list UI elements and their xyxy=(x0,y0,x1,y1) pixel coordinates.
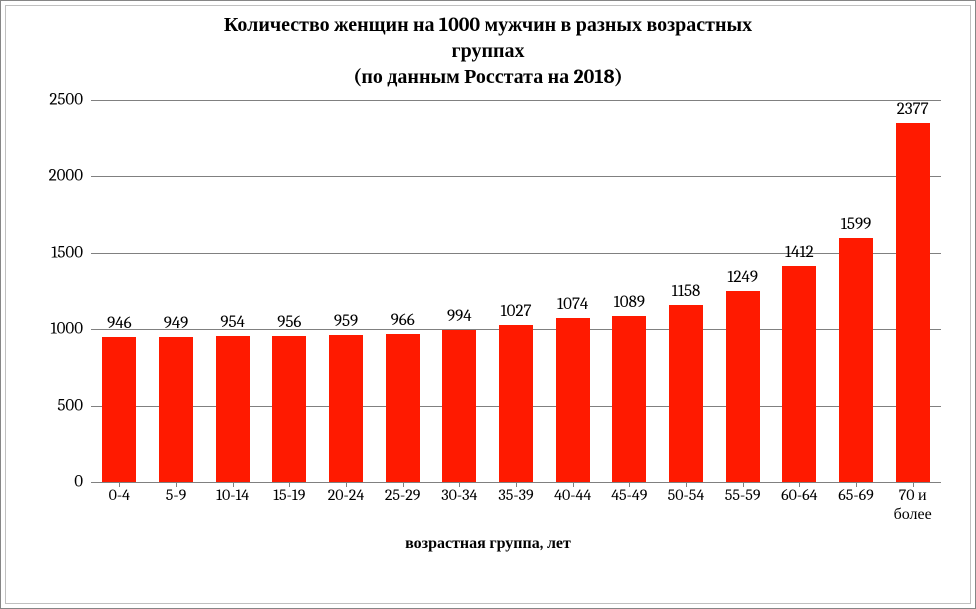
x-tick-label: 15-19 xyxy=(261,486,318,505)
bar xyxy=(329,335,363,482)
bar-value-label: 994 xyxy=(447,307,472,326)
x-tick-label: 10-14 xyxy=(204,486,261,505)
x-tick-label: 5-9 xyxy=(148,486,205,505)
bar-slot: 1599 xyxy=(839,100,873,482)
chart-title: Количество женщин на 1000 мужчин в разны… xyxy=(224,12,752,90)
y-tick-label: 1000 xyxy=(50,320,83,339)
bar-value-label: 1074 xyxy=(557,295,588,314)
bar-slot: 1089 xyxy=(612,100,646,482)
bar xyxy=(272,336,306,482)
bar xyxy=(896,123,930,482)
bar-value-label: 1158 xyxy=(672,282,701,301)
bar-slot: 1158 xyxy=(669,100,703,482)
x-tick-mark xyxy=(289,482,290,487)
x-tick-mark xyxy=(233,482,234,487)
x-tick-label: 35-39 xyxy=(488,486,545,505)
chart-title-line3: (по данным Росстата на 2018) xyxy=(224,64,752,90)
bar-value-label: 946 xyxy=(107,314,131,333)
bar-slot: 1249 xyxy=(726,100,760,482)
x-tick-mark xyxy=(913,482,914,487)
bar-slot: 959 xyxy=(329,100,363,482)
x-tick-label: 20-24 xyxy=(318,486,375,505)
x-tick-mark xyxy=(743,482,744,487)
bar-value-label: 1089 xyxy=(614,293,645,312)
x-tick-label: 60-64 xyxy=(771,486,828,505)
bar-slot: 1074 xyxy=(556,100,590,482)
bar xyxy=(442,330,476,482)
chart-title-line2: группах xyxy=(224,38,752,64)
bar-value-label: 954 xyxy=(220,313,245,332)
x-tick-label: 40-44 xyxy=(544,486,601,505)
y-tick-label: 500 xyxy=(57,396,83,415)
x-tick-label: 25-29 xyxy=(374,486,431,505)
x-tick-mark xyxy=(403,482,404,487)
x-tick-label: 55-59 xyxy=(714,486,771,505)
bar-value-label: 966 xyxy=(391,311,415,330)
bar-value-label: 2377 xyxy=(897,100,929,119)
bar xyxy=(726,291,760,482)
x-tick-mark xyxy=(799,482,800,487)
x-tick-mark xyxy=(686,482,687,487)
bar-slot: 954 xyxy=(216,100,250,482)
bar-value-label: 1027 xyxy=(501,302,532,321)
plot-area: 05001000150020002500 9469499549569599669… xyxy=(35,100,941,530)
x-tick-mark xyxy=(119,482,120,487)
bar-slot: 956 xyxy=(272,100,306,482)
y-tick-label: 1500 xyxy=(51,243,83,262)
x-axis-title: возрастная группа, лет xyxy=(405,534,571,553)
x-tick-mark xyxy=(856,482,857,487)
plot-wrap: 05001000150020002500 9469499549569599669… xyxy=(6,94,970,603)
bar xyxy=(102,337,136,482)
bar-slot: 994 xyxy=(442,100,476,482)
bar xyxy=(612,316,646,482)
bar-value-label: 1412 xyxy=(785,243,814,262)
x-tick-label: 30-34 xyxy=(431,486,488,505)
bar xyxy=(556,318,590,482)
x-tick-mark xyxy=(516,482,517,487)
y-tick-label: 2000 xyxy=(49,167,83,186)
x-tick-label: 0-4 xyxy=(91,486,148,505)
x-tick-label: 70 и более xyxy=(884,486,941,524)
bar xyxy=(159,337,193,482)
bar-value-label: 1249 xyxy=(727,268,758,287)
x-tick-label: 50-54 xyxy=(658,486,715,505)
bar-value-label: 1599 xyxy=(841,215,871,234)
bar-value-label: 949 xyxy=(164,314,189,333)
bar-slot: 2377 xyxy=(896,100,930,482)
bar-slot: 949 xyxy=(159,100,193,482)
chart-title-line1: Количество женщин на 1000 мужчин в разны… xyxy=(224,12,752,38)
bar xyxy=(386,334,420,482)
x-tick-mark xyxy=(629,482,630,487)
y-tick-label: 0 xyxy=(74,473,83,492)
bar-value-label: 956 xyxy=(277,313,301,332)
chart-frame: Количество женщин на 1000 мужчин в разны… xyxy=(0,0,976,609)
x-tick-label: 65-69 xyxy=(828,486,885,505)
bar-slot: 1027 xyxy=(499,100,533,482)
x-tick-mark xyxy=(459,482,460,487)
bar-slot: 946 xyxy=(102,100,136,482)
bar xyxy=(499,325,533,482)
bar xyxy=(782,266,816,482)
bar xyxy=(839,238,873,482)
chart-inner: Количество женщин на 1000 мужчин в разны… xyxy=(5,5,971,604)
bar-value-label: 959 xyxy=(334,312,358,331)
y-tick-label: 2500 xyxy=(49,91,83,110)
bar xyxy=(216,336,250,482)
bar-slot: 1412 xyxy=(782,100,816,482)
bar-slot: 966 xyxy=(386,100,420,482)
x-tick-mark xyxy=(176,482,177,487)
x-tick-mark xyxy=(346,482,347,487)
x-tick-mark xyxy=(573,482,574,487)
bar xyxy=(669,305,703,482)
y-axis: 05001000150020002500 xyxy=(35,100,91,482)
bars-area: 946 949 954 956 959 966 994 1027 1074 1089 1158 124… xyxy=(91,100,941,482)
x-tick-label: 45-49 xyxy=(601,486,658,505)
